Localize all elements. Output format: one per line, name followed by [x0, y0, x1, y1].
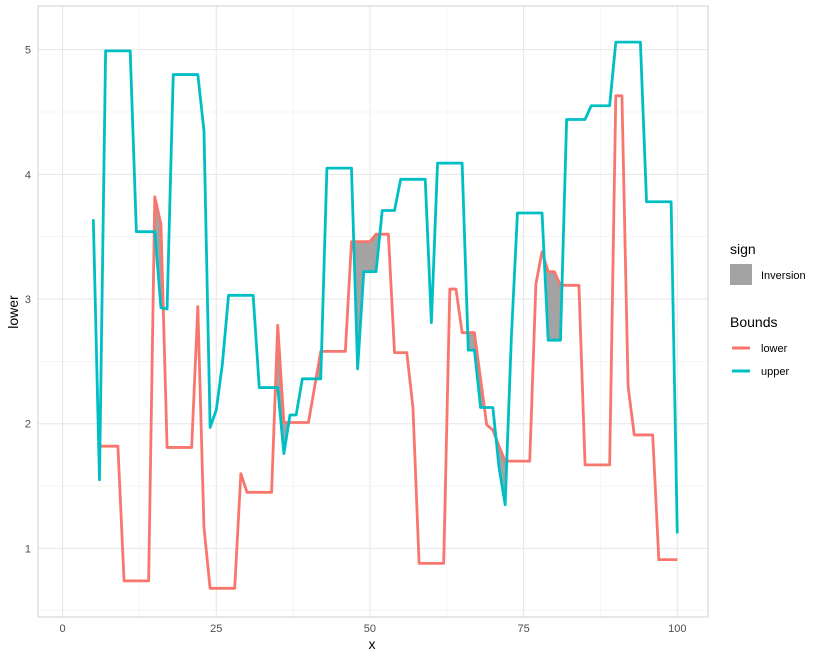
legend-label-lower: lower	[761, 343, 788, 355]
plot-panel-border	[37, 5, 709, 618]
legend-title-bounds: Bounds	[730, 314, 777, 330]
x-tick-label: 0	[60, 623, 66, 635]
x-tick-label: 75	[517, 623, 529, 635]
plot-panel	[38, 6, 708, 617]
legend-label-inversion: Inversion	[761, 270, 806, 282]
inversion-ribbon	[154, 196, 164, 309]
y-tick-label: 5	[25, 45, 31, 57]
series-lines	[91, 40, 679, 590]
series-line-lower	[99, 94, 678, 590]
legend-label-upper: upper	[761, 366, 789, 378]
legend: sign Inversion Bounds lower upper	[730, 241, 806, 378]
x-tick-label: 50	[364, 623, 376, 635]
y-tick-label: 2	[25, 419, 31, 431]
inversion-ribbon	[353, 234, 380, 369]
y-tick-label: 1	[25, 543, 31, 555]
series-line-upper	[91, 40, 679, 534]
x-tick-label: 25	[210, 623, 222, 635]
legend-key-inversion	[730, 264, 752, 285]
x-tick-label: 100	[668, 623, 686, 635]
y-tick-label: 4	[25, 169, 31, 181]
y-tick-label: 3	[25, 294, 31, 306]
x-axis-ticks: 0 25 50 75 100	[60, 623, 687, 635]
x-axis-title: x	[369, 636, 376, 652]
y-axis-ticks: 1 2 3 4 5	[25, 45, 31, 556]
y-axis-title: lower	[5, 295, 21, 329]
inversion-ribbon	[467, 332, 485, 408]
legend-title-sign: sign	[730, 241, 756, 257]
